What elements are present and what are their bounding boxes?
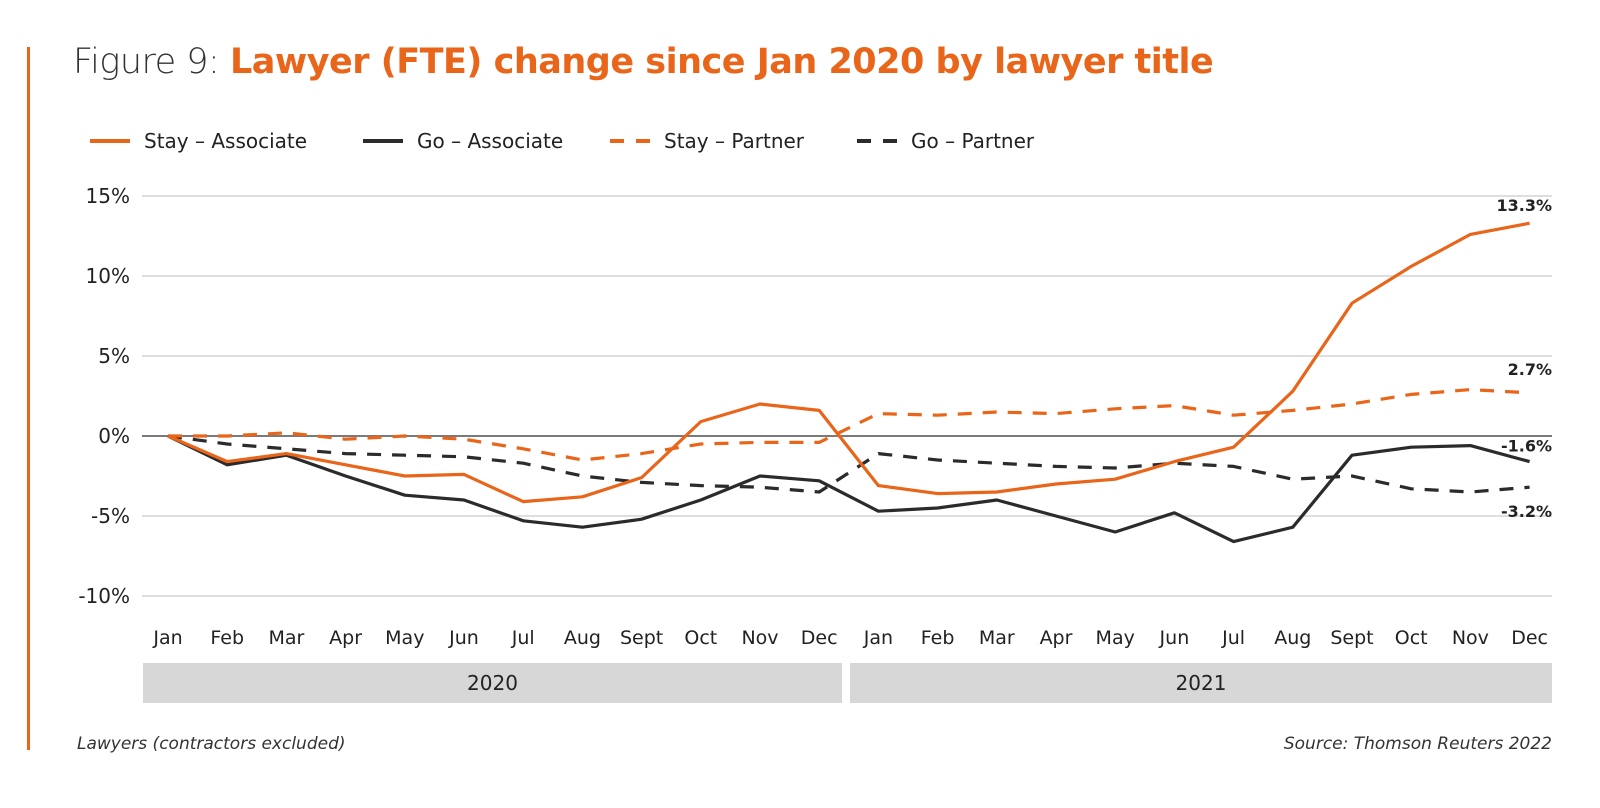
x-axis-ticks: Jan Feb Mar Apr May Jun Jul Aug Sept Oct Nov Dec Jan…	[152, 627, 1548, 649]
figure-title-text: Lawyer (FTE) change since Jan 2020 by la…	[229, 42, 1214, 82]
end-labels: 13.3% -1.6% 2.7% -3.2%	[1496, 196, 1552, 521]
x-tick-label: Oct	[684, 627, 717, 649]
x-tick-label: Sept	[620, 627, 663, 649]
x-tick-label: Jan	[152, 627, 182, 649]
y-tick-label: -10%	[78, 584, 130, 608]
x-tick-label: May	[385, 627, 424, 649]
y-tick-label: -5%	[91, 504, 130, 528]
x-tick-label: Oct	[1395, 627, 1428, 649]
x-tick-label: Mar	[268, 627, 304, 649]
end-value-label: 13.3%	[1496, 196, 1552, 215]
legend-item-stay-associate: Stay – Associate	[90, 128, 307, 154]
x-tick-label: Aug	[1274, 627, 1311, 649]
series-line-go-partner	[167, 434, 1530, 494]
x-tick-label: Apr	[329, 627, 362, 649]
x-tick-label: Aug	[564, 627, 601, 649]
legend-label: Go – Partner	[911, 129, 1035, 153]
x-tick-label: Mar	[979, 627, 1015, 649]
x-tick-label: Nov	[1452, 627, 1489, 649]
legend-item-go-partner: Go – Partner	[857, 128, 1034, 154]
series-lines	[167, 221, 1531, 544]
x-tick-label: Nov	[741, 627, 778, 649]
series-line-stay-associate	[167, 221, 1530, 504]
x-tick-label: Jan	[863, 627, 893, 649]
year-label: 2020	[467, 671, 518, 695]
series-line-stay-partner	[168, 388, 1530, 462]
legend-swatch-solid-dark-icon	[363, 139, 403, 143]
x-tick-label: Jun	[448, 627, 479, 649]
figure-title: Figure 9: Lawyer (FTE) change since Jan …	[73, 42, 1214, 82]
year-band	[143, 663, 842, 703]
footnote-note: Lawyers (contractors excluded)	[77, 734, 346, 754]
x-tick-label: Apr	[1040, 627, 1073, 649]
x-tick-label: Feb	[921, 627, 955, 649]
end-value-label: 2.7%	[1508, 360, 1552, 379]
y-tick-label: 15%	[86, 184, 130, 208]
legend-label: Stay – Partner	[664, 129, 805, 153]
year-band	[850, 663, 1552, 703]
legend-item-stay-partner: Stay – Partner	[610, 128, 804, 154]
accent-bar	[27, 47, 30, 750]
legend-item-go-associate: Go – Associate	[363, 128, 563, 154]
x-tick-label: Dec	[1511, 627, 1548, 649]
footnote-source: Source: Thomson Reuters 2022	[1283, 734, 1552, 754]
y-tick-label: 10%	[86, 264, 130, 288]
figure-number: Figure 9:	[73, 42, 220, 82]
legend-swatch-solid-orange-icon	[90, 139, 130, 143]
x-tick-label: Feb	[210, 627, 244, 649]
legend-label: Stay – Associate	[144, 129, 308, 153]
legend-swatch-dashed-orange-icon	[610, 139, 650, 143]
x-tick-label: Jul	[1221, 627, 1245, 649]
y-tick-label: 5%	[98, 344, 130, 368]
end-value-label: -1.6%	[1501, 437, 1552, 456]
x-tick-label: May	[1096, 627, 1135, 649]
legend-swatch-dashed-dark-icon	[857, 139, 897, 143]
gridlines	[142, 195, 1552, 597]
x-tick-label: Jul	[511, 627, 535, 649]
end-value-label: -3.2%	[1501, 502, 1552, 521]
x-tick-label: Sept	[1330, 627, 1373, 649]
year-bands: 2020 2021	[143, 663, 1552, 703]
series-line-go-associate	[167, 434, 1531, 544]
x-tick-label: Dec	[801, 627, 838, 649]
year-label: 2021	[1176, 671, 1227, 695]
legend-label: Go – Associate	[417, 129, 564, 153]
y-axis-ticks: 15% 10% 5% 0% -5% -10%	[78, 184, 130, 608]
x-tick-label: Jun	[1159, 627, 1190, 649]
y-tick-label: 0%	[98, 424, 130, 448]
